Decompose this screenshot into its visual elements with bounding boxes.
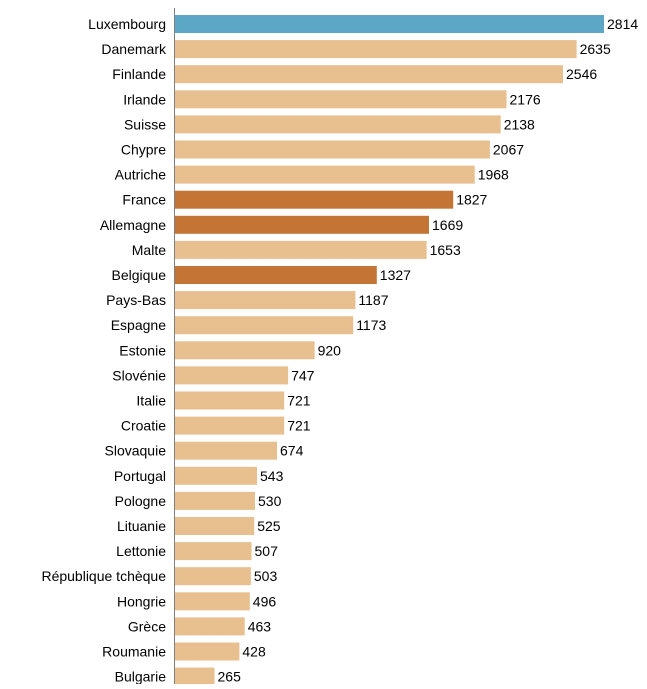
bar-allemagne xyxy=(174,215,429,234)
bar-slovenie xyxy=(174,366,289,385)
value-label-belgique: 1327 xyxy=(380,267,411,283)
bar-pays-bas xyxy=(174,291,356,310)
category-label-espagne: Espagne xyxy=(111,317,166,333)
value-label-autriche: 1968 xyxy=(478,167,509,183)
category-label-autriche: Autriche xyxy=(115,167,167,183)
bar-danemark xyxy=(174,40,577,59)
bar-chypre xyxy=(174,140,490,159)
bar-lituanie xyxy=(174,517,255,535)
bar-slovaquie xyxy=(174,441,277,460)
value-label-irlande: 2176 xyxy=(510,91,541,107)
category-labels-layer: Luxembourg Danemark Finlande Irlande Suisse C… xyxy=(41,16,167,685)
value-label-roumanie: 428 xyxy=(242,644,266,660)
category-label-chypre: Chypre xyxy=(121,142,166,158)
value-label-lituanie: 525 xyxy=(257,518,281,534)
category-label-malte: Malte xyxy=(132,242,166,258)
bars-layer xyxy=(174,15,604,686)
value-label-suisse: 2138 xyxy=(504,116,535,132)
category-label-italie: Italie xyxy=(136,393,166,409)
bar-croatie xyxy=(174,416,285,435)
category-label-danemark: Danemark xyxy=(101,41,167,57)
bar-portugal xyxy=(174,466,257,485)
value-label-france: 1827 xyxy=(456,192,487,208)
bar-malte xyxy=(174,240,427,259)
value-label-luxembourg: 2814 xyxy=(607,16,638,32)
category-label-republique-tcheque: République tchèque xyxy=(41,568,166,584)
category-label-pologne: Pologne xyxy=(115,493,167,509)
category-label-bulgarie: Bulgarie xyxy=(115,669,167,684)
category-label-luxembourg: Luxembourg xyxy=(88,16,166,32)
bar-estonie xyxy=(174,341,315,360)
bar-republique-tcheque xyxy=(174,567,251,586)
value-label-portugal: 543 xyxy=(260,468,284,484)
bar-grece xyxy=(174,617,245,636)
bar-italie xyxy=(174,391,285,410)
category-label-suisse: Suisse xyxy=(124,116,166,132)
category-label-grece: Grèce xyxy=(128,618,166,634)
bar-luxembourg xyxy=(174,15,604,33)
bar-pologne xyxy=(174,491,255,510)
category-label-france: France xyxy=(122,192,166,208)
value-label-finlande: 2546 xyxy=(566,66,597,82)
category-label-belgique: Belgique xyxy=(112,267,167,283)
value-label-allemagne: 1669 xyxy=(432,217,463,233)
value-label-malte: 1653 xyxy=(430,242,461,258)
category-label-roumanie: Roumanie xyxy=(102,644,166,660)
value-label-chypre: 2067 xyxy=(493,142,524,158)
bar-roumanie xyxy=(174,642,240,661)
category-label-slovaquie: Slovaquie xyxy=(105,443,167,459)
bar-hongrie xyxy=(174,592,250,611)
value-label-grece: 463 xyxy=(248,618,272,634)
bar-autriche xyxy=(174,165,475,184)
value-label-danemark: 2635 xyxy=(580,41,611,57)
category-label-slovenie: Slovénie xyxy=(112,367,166,383)
value-label-slovenie: 747 xyxy=(291,367,315,383)
category-label-allemagne: Allemagne xyxy=(100,217,166,233)
category-label-pays-bas: Pays-Bas xyxy=(106,292,166,308)
value-label-republique-tcheque: 503 xyxy=(254,568,278,584)
category-label-portugal: Portugal xyxy=(114,468,166,484)
value-label-pays-bas: 1187 xyxy=(358,292,388,308)
bar-belgique xyxy=(174,266,377,284)
bar-finlande xyxy=(174,65,563,84)
category-label-croatie: Croatie xyxy=(121,418,166,434)
bar-bulgarie xyxy=(174,667,215,686)
category-label-estonie: Estonie xyxy=(119,342,166,358)
value-label-italie: 721 xyxy=(287,393,311,409)
bar-suisse xyxy=(174,115,501,134)
value-label-slovaquie: 674 xyxy=(280,443,304,459)
category-label-hongrie: Hongrie xyxy=(117,593,166,609)
bar-irlande xyxy=(174,90,507,109)
bar-espagne xyxy=(174,316,354,335)
value-label-estonie: 920 xyxy=(318,342,342,358)
category-label-irlande: Irlande xyxy=(123,91,166,107)
value-label-lettonie: 507 xyxy=(255,543,279,559)
category-label-finlande: Finlande xyxy=(112,66,166,82)
category-label-lettonie: Lettonie xyxy=(116,543,166,559)
bar-france xyxy=(174,190,454,209)
bar-lettonie xyxy=(174,542,252,561)
value-label-bulgarie: 265 xyxy=(218,669,242,684)
value-label-croatie: 721 xyxy=(287,418,311,434)
value-labels-layer: 2814 2635 2546 2176 2138 2067 1968 1827 1669 1653… xyxy=(218,16,639,685)
category-label-lituanie: Lituanie xyxy=(117,518,166,534)
value-label-hongrie: 496 xyxy=(253,593,277,609)
value-label-pologne: 530 xyxy=(258,493,282,509)
value-label-espagne: 1173 xyxy=(356,317,386,333)
